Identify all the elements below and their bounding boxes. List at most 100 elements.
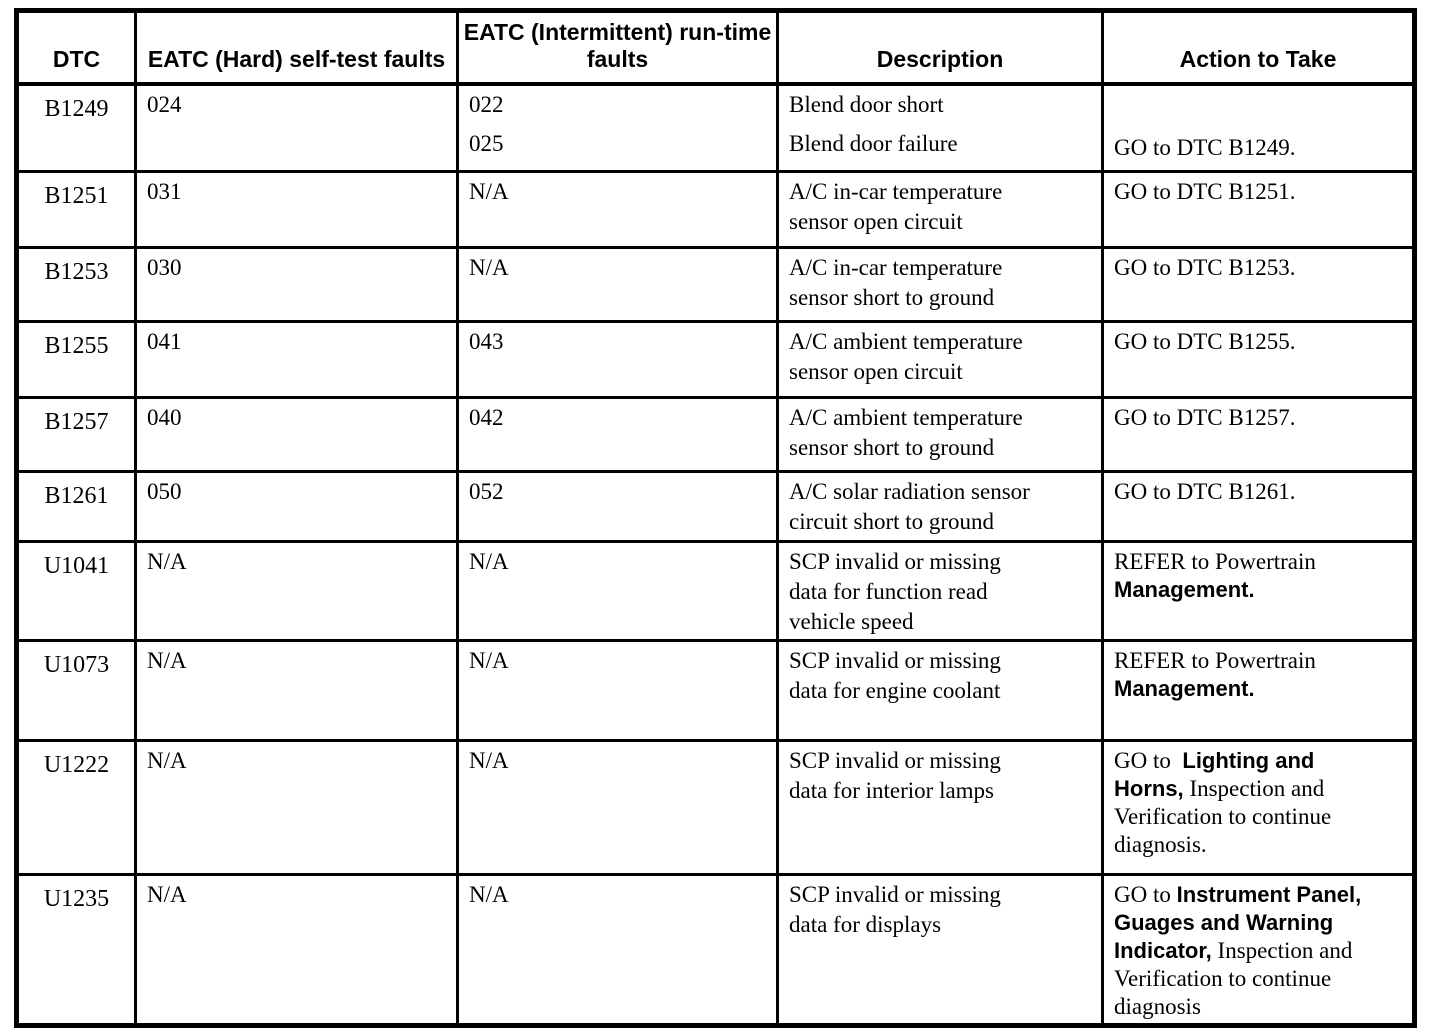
table-row: B1253 030 N/A A/C in-car temperature sensor … [15,245,1416,323]
cell-action: REFER to Powertrain Management. [1101,539,1416,642]
cell-action: REFER to Powertrain Management. [1101,638,1416,742]
action-reference-bold: Management. [1114,675,1255,701]
cell-text-line: sensor short to ground [789,434,995,460]
cell-intermittent: N/A [456,539,779,642]
cell-text-line: sensor open circuit [789,208,963,234]
cell-hard: 040 [134,395,459,473]
table-body: B1249 024 022 025 Blend door short Blend door… [15,82,1416,1027]
cell-hard: 050 [134,469,459,543]
cell-intermittent: 052 [456,469,779,543]
cell-text-line: data for engine coolant [789,677,1001,703]
cell-text-line: 042 [469,404,504,430]
cell-text-line: Blend door failure [789,131,958,156]
action-line: diagnosis [1114,993,1404,1021]
cell-text-line: 040 [147,404,182,430]
cell-text-line: A/C ambient temperature [789,404,1023,430]
cell-description: SCP invalid or missing data for engine co… [776,638,1104,742]
column-header-intermittent: EATC (Intermittent) run-time faults [456,9,779,86]
cell-text-line: N/A [147,647,187,673]
cell-intermittent: N/A [456,169,779,249]
cell-text-line: N/A [147,881,187,907]
cell-dtc: B1253 [15,245,137,323]
action-line: Management. [1114,576,1404,604]
action-text: REFER to Powertrain [1114,647,1316,673]
cell-action: GO to DTC B1249. [1101,82,1416,173]
cell-intermittent: N/A [456,245,779,323]
column-header-dtc: DTC [15,9,137,86]
action-line: GO to Instrument Panel, [1114,881,1404,909]
cell-hard: 031 [134,169,459,249]
cell-hard: N/A [134,638,459,742]
cell-text-line: N/A [469,747,509,773]
table-row: B1255 041 043 A/C ambient temperature sensor… [15,319,1416,399]
cell-text-line: circuit short to ground [789,508,995,534]
action-text: GO to DTC B1261. [1114,478,1296,504]
cell-text-line: A/C in-car temperature [789,254,1003,280]
action-reference-bold: Horns, [1114,775,1184,801]
cell-action: GO to DTC B1251. [1101,169,1416,249]
action-text: GO to [1114,747,1183,773]
column-header-action: Action to Take [1101,9,1416,86]
cell-text-line: A/C ambient temperature [789,328,1023,354]
cell-text-line: SCP invalid or missing [789,747,1001,773]
cell-description: Blend door short Blend door failure [776,82,1104,173]
cell-intermittent: 043 [456,319,779,399]
cell-text-line: Blend door short [789,92,944,117]
cell-intermittent: N/A [456,738,779,876]
cell-text-line: data for interior lamps [789,777,995,803]
table-row: B1249 024 022 025 Blend door short Blend door… [15,82,1416,173]
action-line: GO to DTC B1249. [1114,134,1404,162]
cell-text-line: N/A [147,548,187,574]
cell-description: SCP invalid or missing data for interior … [776,738,1104,876]
cell-text-line: 022 [469,92,504,117]
column-header-description: Description [776,9,1104,86]
cell-text-line: 043 [469,328,504,354]
cell-dtc: U1041 [15,539,137,642]
action-text: GO to DTC B1255. [1114,328,1296,354]
action-text: Inspection and [1183,775,1325,801]
dtc-table: DTC EATC (Hard) self-test faults EATC (Int… [14,8,1417,1028]
cell-text-line: SCP invalid or missing [789,881,1001,907]
cell-text-line: sensor open circuit [789,358,963,384]
cell-action: GO to DTC B1253. [1101,245,1416,323]
action-line: GO to DTC B1257. [1114,404,1404,432]
action-line: REFER to Powertrain [1114,548,1404,576]
action-text: GO to [1114,881,1177,907]
cell-text-line: 050 [147,478,182,504]
action-line: GO to DTC B1261. [1114,478,1404,506]
cell-dtc: U1073 [15,638,137,742]
action-reference-bold: Management. [1114,576,1255,602]
cell-text-line: SCP invalid or missing [789,548,1001,574]
cell-intermittent: N/A [456,872,779,1027]
cell-action: GO to DTC B1257. [1101,395,1416,473]
action-text: diagnosis [1114,993,1201,1019]
table-row: U1073 N/A N/A SCP invalid or missing data fo… [15,638,1416,742]
cell-description: A/C solar radiation sensor circuit short … [776,469,1104,543]
cell-text-line: vehicle speed [789,608,914,634]
action-line: Management. [1114,675,1404,703]
action-text: Inspection and [1211,937,1353,963]
action-line: Guages and Warning [1114,909,1404,937]
table-row: B1251 031 N/A A/C in-car temperature sensor … [15,169,1416,249]
action-line: REFER to Powertrain [1114,647,1404,675]
cell-dtc: B1257 [15,395,137,473]
table-row: U1222 N/A N/A SCP invalid or missing data fo… [15,738,1416,876]
action-text: Verification to continue [1114,803,1332,829]
header-row: DTC EATC (Hard) self-test faults EATC (Int… [15,9,1416,86]
action-line: Verification to continue [1114,803,1404,831]
cell-description: SCP invalid or missing data for function … [776,539,1104,642]
cell-intermittent: 042 [456,395,779,473]
cell-hard: N/A [134,738,459,876]
action-line: diagnosis. [1114,831,1404,859]
cell-description: A/C in-car temperature sensor short to gr… [776,245,1104,323]
cell-description: SCP invalid or missing data for displays [776,872,1104,1027]
action-line: GO to DTC B1253. [1114,254,1404,282]
cell-text-line: 030 [147,254,182,280]
action-reference-bold: Indicator, [1114,937,1212,963]
cell-text-line: N/A [147,747,187,773]
cell-action: GO to DTC B1255. [1101,319,1416,399]
cell-text-line: N/A [469,647,509,673]
cell-intermittent: N/A [456,638,779,742]
cell-hard: N/A [134,539,459,642]
action-text: GO to DTC B1249. [1114,134,1296,160]
